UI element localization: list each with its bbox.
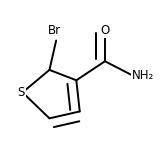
Text: S: S <box>17 86 24 99</box>
Text: O: O <box>100 24 110 37</box>
Text: NH₂: NH₂ <box>132 69 154 82</box>
Text: Br: Br <box>48 24 61 37</box>
